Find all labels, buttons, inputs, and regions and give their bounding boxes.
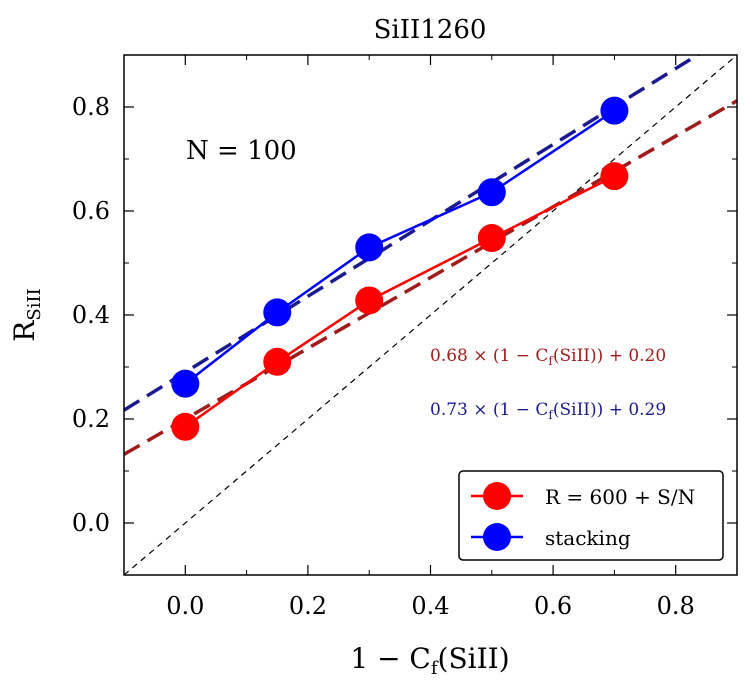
- sample-size-annotation: N = 100: [186, 136, 297, 166]
- series-red-point: [600, 162, 629, 191]
- legend-label-red: R = 600 + S/N: [545, 485, 695, 509]
- x-axis-label: 1 − Cf(SiII): [350, 642, 509, 679]
- plot-area: [124, 55, 737, 575]
- series-red-point: [355, 286, 384, 315]
- series-red-point: [263, 347, 292, 376]
- axis-ticks: [123, 54, 738, 576]
- y-tick-label: 0.4: [72, 301, 110, 329]
- legend-blue-marker: [483, 523, 511, 551]
- chart-title: SiII1260: [374, 15, 487, 45]
- series-red-point: [171, 412, 200, 441]
- y-tick-label: 0.6: [72, 197, 110, 225]
- red-fit-equation: 0.68 × (1 − Cf(SiII)) + 0.20: [430, 346, 666, 368]
- series-blue-point: [600, 96, 629, 125]
- y-axis-label: RSiII: [8, 288, 45, 341]
- legend: R = 600 + S/N stacking: [458, 470, 724, 561]
- red-fit-line: [124, 99, 737, 456]
- legend-label-blue: stacking: [545, 526, 631, 550]
- x-tick-label: 0.0: [166, 592, 204, 620]
- x-tick-label: 0.8: [657, 592, 695, 620]
- series-red-line: [184, 175, 615, 428]
- reference-line: [124, 55, 737, 575]
- series-blue-point: [171, 369, 200, 398]
- blue-fit-equation: 0.73 × (1 − Cf(SiII)) + 0.29: [430, 400, 666, 422]
- x-tick-label: 0.2: [289, 592, 327, 620]
- x-tick-label: 0.6: [534, 592, 572, 620]
- series-blue-point: [263, 298, 292, 327]
- legend-box: [458, 470, 724, 561]
- y-tick-label: 0.2: [72, 405, 110, 433]
- y-tick-labels: 0.0 0.2 0.4 0.6 0.8: [72, 93, 110, 537]
- legend-red-marker: [483, 482, 511, 510]
- x-tick-label: 0.4: [411, 592, 449, 620]
- series-red-point: [477, 224, 506, 253]
- series-blue-point: [355, 233, 384, 262]
- y-tick-label: 0.0: [72, 509, 110, 537]
- x-tick-labels: 0.0 0.2 0.4 0.6 0.8: [166, 592, 695, 620]
- y-tick-label: 0.8: [72, 93, 110, 121]
- series-blue-point: [477, 178, 506, 207]
